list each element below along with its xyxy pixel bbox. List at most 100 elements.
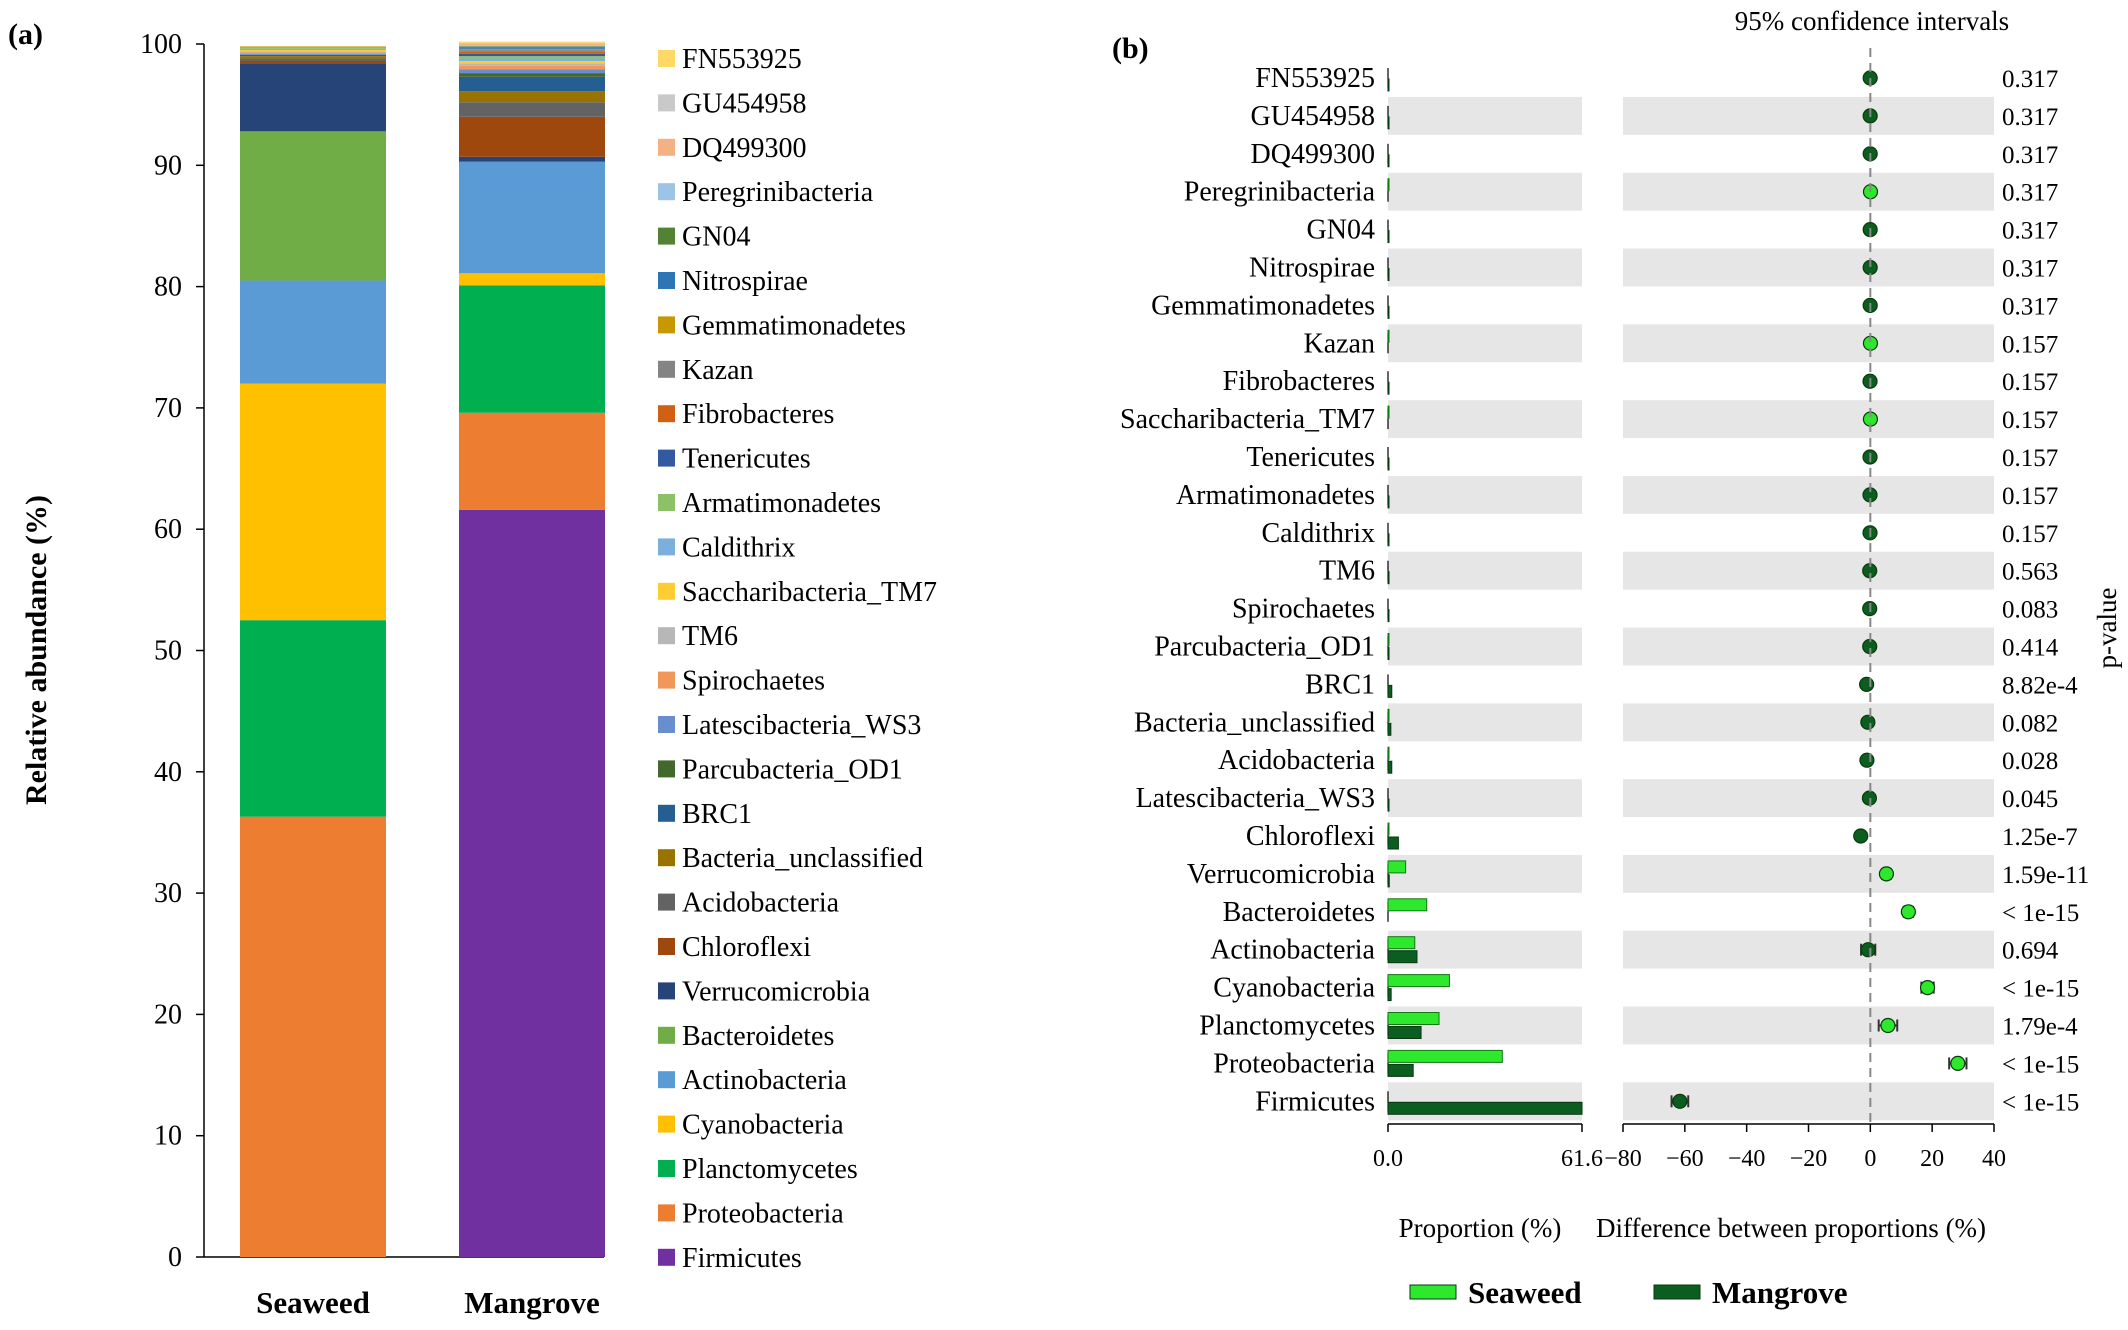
- p-value-gu454958: 0.317: [2002, 104, 2058, 131]
- p-value-actinobacteria: 0.694: [2002, 938, 2059, 965]
- legend-swatch-peregrinibacteria: [658, 183, 675, 201]
- ci-title: 95% confidence intervals: [1735, 6, 2009, 36]
- p-value-firmicutes: < 1e-15: [2002, 1089, 2079, 1116]
- difference-point-actinobacteria: [1860, 942, 1876, 958]
- difference-point-verrucomicrobia: [1878, 866, 1895, 882]
- legend-swatch-acidobacteria: [658, 893, 675, 911]
- p-value-kazan: 0.157: [2002, 331, 2058, 358]
- difference-point-brc1: [1859, 676, 1875, 693]
- axes: 0.0 61.6 −80 −60 −40 −20 0 20 40: [1373, 48, 2006, 1172]
- row-stripe-proportion: [1388, 854, 1582, 893]
- row-label-planctomycetes: Planctomycetes: [1199, 1011, 1375, 1042]
- y-tick-label: 20: [154, 999, 182, 1030]
- proportion-bar-seaweed-verrucomicrobia: [1387, 860, 1407, 874]
- row-stripe-difference: [1623, 854, 1994, 893]
- p-value-tm6: 0.563: [2002, 559, 2058, 586]
- legend-label-caldithrix: Caldithrix: [682, 532, 796, 563]
- bar-segment-seaweed-armatimonadetes: [240, 47, 386, 49]
- legend-label-dq499300: DQ499300: [682, 133, 806, 164]
- difference-x-tick-label: −40: [1728, 1146, 1766, 1172]
- legend-label-tenericutes: Tenericutes: [682, 444, 811, 475]
- y-axis-ticks: 0 10 20 30 40 50 60 70 80 90 100: [140, 29, 204, 1273]
- legend-label-firmicutes: Firmicutes: [682, 1243, 802, 1274]
- x-tick-label-seaweed: Seaweed: [256, 1285, 370, 1320]
- p-value-cyanobacteria: < 1e-15: [2002, 976, 2079, 1003]
- p-value-peregrinibacteria: 0.317: [2002, 180, 2058, 207]
- proportion-bar-mangrove-gu454958: [1387, 116, 1390, 130]
- row-stripe-difference: [1623, 703, 1994, 742]
- legend-label-cyanobacteria: Cyanobacteria: [682, 1110, 844, 1141]
- legend-label-seaweed: Seaweed: [1468, 1275, 1582, 1310]
- difference-point-proteobacteria: [1950, 1055, 1966, 1072]
- proportion-bar-seaweed-saccharibacteria-tm7: [1387, 405, 1390, 419]
- legend-label-tm6: TM6: [682, 621, 738, 652]
- legend-swatch-saccharibacteria-tm7: [658, 582, 675, 600]
- bar-segment-seaweed-bacteria-unclassified: [240, 56, 386, 59]
- row-label-fn553925: FN553925: [1255, 63, 1375, 94]
- bar-segment-mangrove-latescibacteria-ws3: [459, 69, 605, 74]
- proportion-bar-seaweed-acidobacteria: [1387, 746, 1390, 760]
- p-value-fn553925: 0.317: [2002, 66, 2058, 93]
- panel-a-label: (a): [8, 18, 43, 51]
- bar-segment-seaweed-latescibacteria-ws3: [240, 53, 386, 55]
- p-values: 0.317 0.317 0.317 0.317 0.317 0.317 0.317 0.157…: [2002, 66, 2089, 1116]
- difference-point-planctomycetes: [1880, 1017, 1896, 1034]
- row-stripe-difference: [1623, 1006, 1994, 1045]
- bar-segment-mangrove-chloroflexi: [459, 116, 605, 157]
- row-stripe-difference: [1623, 930, 1994, 969]
- difference-x-tick-label: −60: [1666, 1146, 1704, 1172]
- legend-swatch-kazan: [658, 360, 675, 378]
- bar-segment-mangrove-dq499300: [459, 44, 605, 46]
- row-label-firmicutes: Firmicutes: [1255, 1086, 1375, 1117]
- bar-segment-mangrove-acidobacteria: [459, 102, 605, 117]
- bar-segment-mangrove-gu454958: [459, 42, 605, 44]
- bar-segment-seaweed-proteobacteria: [240, 816, 386, 1257]
- proportion-bar-mangrove-chloroflexi: [1387, 836, 1399, 850]
- proportion-x-tick-label: 61.6: [1561, 1146, 1603, 1172]
- row-label-tenericutes: Tenericutes: [1246, 442, 1375, 473]
- y-tick-label: 30: [154, 878, 182, 909]
- bar-segment-mangrove-gemmatimonadetes: [459, 48, 605, 51]
- proportion-bar-mangrove-bacteria-unclassified: [1387, 722, 1392, 736]
- row-label-bacteria-unclassified: Bacteria_unclassified: [1134, 707, 1375, 738]
- y-tick-label: 70: [154, 393, 182, 424]
- proportion-bar-mangrove-cyanobacteria: [1387, 988, 1392, 1002]
- proportion-bar-mangrove-firmicutes: [1387, 1101, 1583, 1115]
- difference-point-acidobacteria: [1859, 752, 1875, 768]
- row-stripe-proportion: [1388, 551, 1582, 590]
- legend-label-saccharibacteria-tm7: Saccharibacteria_TM7: [682, 577, 937, 608]
- bar-segment-mangrove-gn04: [459, 46, 605, 48]
- row-stripes: [1388, 96, 1994, 1121]
- bar-segment-mangrove-verrucomicrobia: [459, 156, 605, 162]
- bar-segment-mangrove-kazan: [459, 50, 605, 52]
- row-label-kazan: Kazan: [1303, 328, 1375, 359]
- p-value-armatimonadetes: 0.157: [2002, 483, 2058, 510]
- proportion-bar-mangrove-gn04: [1387, 230, 1390, 244]
- bar-segment-seaweed-cyanobacteria: [240, 383, 386, 621]
- proportion-bar-seaweed-bacteria-unclassified: [1387, 708, 1390, 722]
- legend-label-gn04: GN04: [682, 222, 750, 253]
- p-value-parcubacteria-od1: 0.414: [2002, 635, 2059, 662]
- legend-label-mangrove: Mangrove: [1712, 1275, 1847, 1310]
- proportion-bar-seaweed-parcubacteria-od1: [1387, 633, 1390, 646]
- difference-point-firmicutes: [1672, 1093, 1688, 1109]
- proportion-x-tick-label: 0.0: [1373, 1146, 1403, 1172]
- row-stripe-difference: [1623, 324, 1994, 363]
- legend-label-fibrobacteres: Fibrobacteres: [682, 399, 834, 430]
- bar-segment-mangrove-tm6: [459, 63, 605, 66]
- legend-label-chloroflexi: Chloroflexi: [682, 932, 811, 963]
- row-label-latescibacteria-ws3: Latescibacteria_WS3: [1136, 783, 1375, 814]
- bar-segment-mangrove-caldithrix: [459, 58, 605, 61]
- p-value-chloroflexi: 1.25e-7: [2002, 824, 2078, 851]
- bar-segment-mangrove-parcubacteria-od1: [459, 73, 605, 77]
- p-value-saccharibacteria-tm7: 0.157: [2002, 407, 2058, 434]
- row-stripe-proportion: [1388, 324, 1582, 363]
- row-label-verrucomicrobia: Verrucomicrobia: [1187, 859, 1376, 890]
- proportion-bar-seaweed-actinobacteria: [1387, 936, 1416, 950]
- bar-segment-mangrove-tenericutes: [459, 53, 605, 57]
- legend-label-peregrinibacteria: Peregrinibacteria: [682, 177, 874, 208]
- p-value-brc1: 8.82e-4: [2002, 672, 2078, 699]
- bar-segment-seaweed-saccharibacteria-tm7: [240, 50, 386, 52]
- proportion-bar-mangrove-armatimonadetes: [1387, 495, 1390, 509]
- bar-segment-seaweed-acidobacteria: [240, 58, 386, 61]
